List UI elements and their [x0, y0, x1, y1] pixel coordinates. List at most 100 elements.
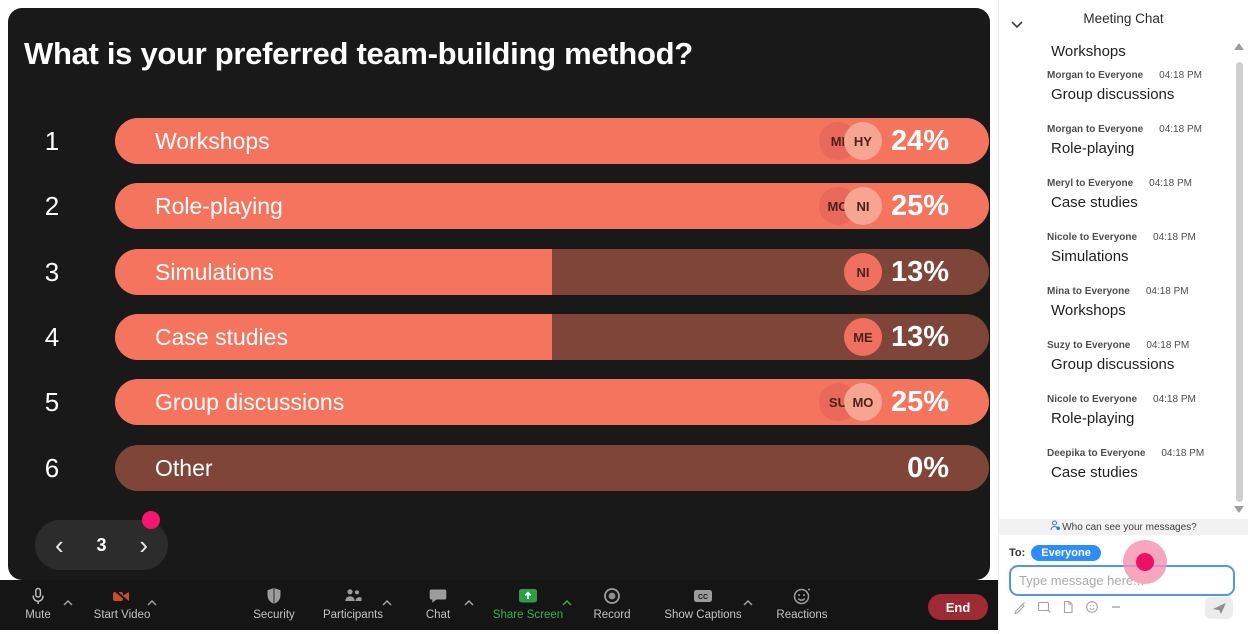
- chat-scrollbar-thumb[interactable]: [1236, 62, 1243, 502]
- recipient-row: To: Everyone: [1009, 545, 1101, 561]
- chat-message: Workshops: [1047, 38, 1230, 60]
- chat-timestamp: 04:18 PM: [1149, 178, 1192, 189]
- participants-options-chevron-icon[interactable]: [382, 593, 392, 611]
- voter-avatar: NI: [843, 187, 882, 225]
- option-bar-fill: [115, 314, 552, 360]
- chat-sender: Meryl to Everyone: [1047, 178, 1134, 189]
- collapse-chat-chevron-icon[interactable]: [1011, 15, 1023, 33]
- emoji-icon[interactable]: [1085, 600, 1099, 619]
- reactions-button[interactable]: Reactions: [747, 586, 857, 621]
- share-screen-icon: [473, 586, 583, 606]
- chat-options-chevron-icon[interactable]: [464, 593, 474, 611]
- privacy-note-text: Who can see your messages?: [1062, 521, 1197, 533]
- chat-sender: Deepika to Everyone: [1047, 448, 1146, 459]
- poll-option-row: 1 Workshops MI HY 24%: [8, 118, 990, 164]
- file-icon[interactable]: [1061, 600, 1075, 619]
- meeting-toolbar: Mute Start Video Security Participants C…: [0, 580, 998, 630]
- poll-option-row: 4 Case studies ME 13%: [8, 314, 990, 360]
- video-options-chevron-icon[interactable]: [147, 593, 157, 611]
- share-options-chevron-icon[interactable]: [562, 593, 572, 611]
- microphone-icon: [0, 586, 93, 606]
- cursor-click-dot: [1136, 553, 1154, 571]
- poll-slide: What is your preferred team-building met…: [8, 8, 990, 580]
- chat-message: Suzy to Everyone 04:18 PM Group discussio…: [1047, 340, 1230, 373]
- chat-label: Chat: [425, 609, 451, 621]
- show-captions-button[interactable]: CC Show Captions: [648, 586, 758, 621]
- more-icon[interactable]: [1109, 600, 1123, 619]
- option-rank: 1: [44, 126, 60, 156]
- chat-header: Meeting Chat: [999, 0, 1248, 36]
- share-screen-button[interactable]: Share Screen: [473, 586, 583, 621]
- poll-option-row: 2 Role-playing MO NI 25%: [8, 183, 990, 229]
- chat-sender: Nicole to Everyone: [1047, 394, 1138, 405]
- to-label: To:: [1009, 547, 1026, 559]
- option-percent: 13%: [890, 255, 949, 288]
- chat-timestamp: 04:18 PM: [1146, 340, 1190, 351]
- captions-options-chevron-icon[interactable]: [743, 593, 753, 611]
- next-slide-button[interactable]: ›: [139, 530, 148, 560]
- option-rank: 2: [44, 191, 60, 221]
- paper-plane-icon: [1212, 602, 1226, 614]
- chat-message: Meryl to Everyone 04:18 PM Case studies: [1047, 178, 1230, 211]
- chat-sender: Suzy to Everyone: [1047, 340, 1131, 351]
- option-bar-fill: [115, 249, 552, 295]
- chat-message-text: Case studies: [1051, 464, 1138, 481]
- prev-slide-button[interactable]: ‹: [55, 530, 64, 560]
- chat-timestamp: 04:18 PM: [1153, 232, 1196, 243]
- chat-button[interactable]: Chat: [383, 586, 493, 621]
- chat-message-text: Case studies: [1051, 194, 1138, 211]
- svg-text:CC: CC: [698, 594, 708, 601]
- mute-button[interactable]: Mute: [0, 586, 93, 621]
- participants-button[interactable]: Participants: [298, 586, 408, 621]
- chat-timestamp: 04:18 PM: [1161, 448, 1205, 459]
- format-icon[interactable]: [1013, 600, 1027, 619]
- option-rank: 3: [44, 257, 60, 287]
- option-label: Role-playing: [155, 193, 283, 219]
- option-percent: 25%: [890, 385, 949, 418]
- chat-message-input[interactable]: [1009, 565, 1235, 596]
- shield-icon: [219, 586, 329, 606]
- recipient-selector[interactable]: Everyone: [1031, 545, 1101, 561]
- chat-timestamp: 04:18 PM: [1153, 394, 1196, 405]
- screenshot-icon[interactable]: [1037, 600, 1051, 619]
- captions-icon: CC: [648, 586, 758, 606]
- reactions-label: Reactions: [776, 609, 828, 621]
- compose-toolbar: [1013, 600, 1123, 619]
- privacy-note[interactable]: Who can see your messages?: [999, 519, 1248, 535]
- mute-label: Mute: [25, 609, 51, 621]
- poll-option-row: 6 Other 0%: [8, 445, 990, 491]
- scroll-up-arrow[interactable]: [1234, 43, 1244, 50]
- chat-message-text: Group discussions: [1051, 86, 1175, 103]
- record-button[interactable]: Record: [557, 586, 667, 621]
- voter-avatar: NI: [843, 253, 882, 291]
- voter-avatar: HY: [843, 122, 882, 160]
- participants-icon: [298, 586, 408, 606]
- chat-message-text: Group discussions: [1051, 356, 1175, 373]
- participants-label: Participants: [322, 609, 384, 621]
- voter-avatar: ME: [843, 318, 882, 356]
- chat-sender: Morgan to Everyone: [1047, 124, 1144, 135]
- chat-timestamp: 04:18 PM: [1159, 70, 1202, 81]
- option-label: Group discussions: [155, 389, 345, 415]
- option-bar: Role-playing MO NI 25%: [115, 183, 989, 229]
- option-rank: 6: [44, 453, 60, 483]
- chat-message: Deepika to Everyone 04:18 PM Case studies: [1047, 448, 1230, 481]
- send-message-button[interactable]: [1205, 597, 1233, 619]
- option-percent: 0%: [907, 451, 949, 484]
- audio-options-chevron-icon[interactable]: [63, 593, 73, 611]
- start-video-button[interactable]: Start Video: [67, 586, 177, 621]
- share-screen-label: Share Screen: [492, 609, 564, 621]
- option-label: Simulations: [155, 259, 274, 285]
- chat-message: Morgan to Everyone 04:18 PM Group discuss…: [1047, 70, 1230, 103]
- option-percent: 24%: [890, 124, 949, 157]
- voter-avatar: MO: [843, 383, 882, 421]
- person-icon: [1050, 520, 1061, 534]
- security-button[interactable]: Security: [219, 586, 329, 621]
- chat-message-text: Workshops: [1051, 302, 1126, 319]
- option-bar: Simulations NI 13%: [115, 249, 989, 295]
- video-off-icon: [67, 586, 177, 606]
- scroll-down-arrow[interactable]: [1234, 506, 1244, 513]
- chat-message: Nicole to Everyone 04:18 PM Role-playing: [1047, 394, 1230, 427]
- meeting-chat-panel: Meeting Chat Workshops Morgan to Everyon…: [998, 0, 1248, 634]
- end-meeting-button[interactable]: End: [928, 594, 988, 620]
